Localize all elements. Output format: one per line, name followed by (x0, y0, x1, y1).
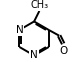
Text: CH₃: CH₃ (31, 0, 49, 10)
Text: O: O (59, 46, 67, 56)
Text: N: N (30, 50, 38, 60)
Text: N: N (16, 25, 23, 35)
